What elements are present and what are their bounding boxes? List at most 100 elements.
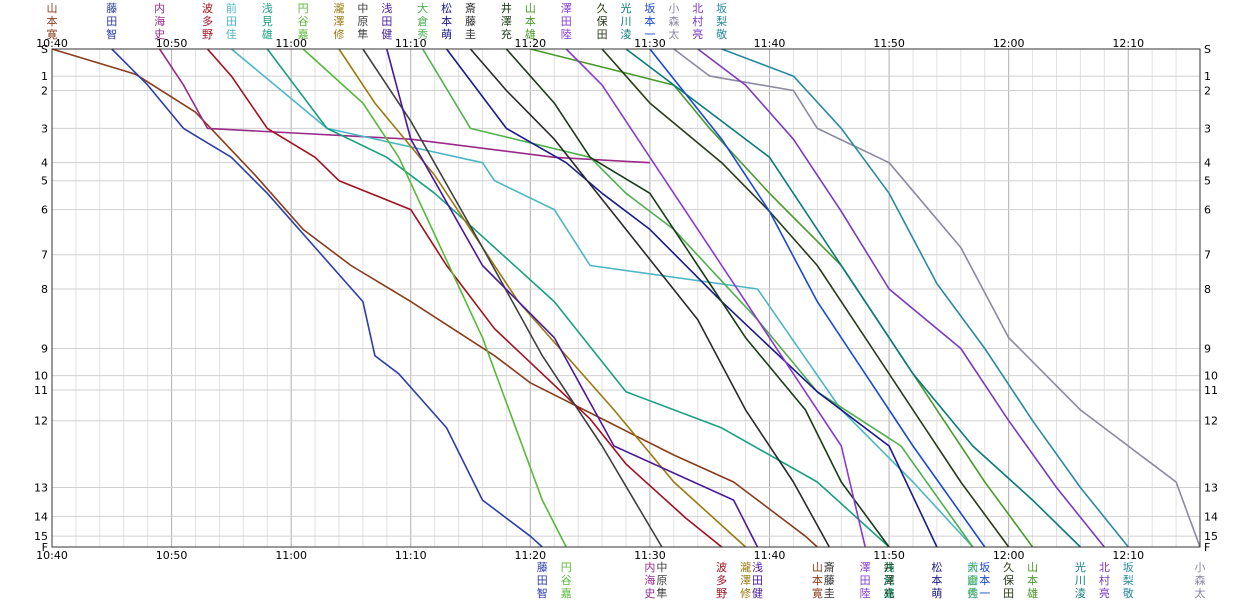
x-tick-label-bottom: 11:10 xyxy=(395,549,427,562)
bottom-name-labels: 山本寛藤田智内海史波多野前田佳浅見雄円谷嘉瀧澤修中原隼浅田健大倉秀松本萌斎藤圭井… xyxy=(537,560,1206,600)
series-line xyxy=(721,48,1129,548)
series-top-label: 寛 xyxy=(47,27,58,41)
x-tick-label-top: 11:10 xyxy=(395,37,427,50)
series-bottom-label: 多 xyxy=(716,573,727,587)
series-bottom-label: 澤 xyxy=(884,574,895,587)
x-tick-label-top: 11:30 xyxy=(634,37,666,50)
series-bottom-label: 梨 xyxy=(1123,573,1134,587)
y-tick-label-left: 1 xyxy=(41,70,48,83)
y-tick-label-left: 2 xyxy=(41,85,48,98)
y-tick-label-right: 12 xyxy=(1204,415,1218,428)
series-top-label: 敬 xyxy=(716,28,727,41)
series-top-label: 本 xyxy=(441,14,452,28)
series-top-label: 佳 xyxy=(226,27,237,41)
series-bottom-label: 史 xyxy=(644,587,655,600)
series-line xyxy=(206,48,723,548)
series-line xyxy=(565,48,866,548)
series-bottom-label: 田 xyxy=(752,574,763,587)
series-bottom-label: 佳 xyxy=(967,586,978,600)
series-top-label: 藤 xyxy=(106,2,117,15)
series-bottom-label: 野 xyxy=(716,587,727,600)
y-tick-label-right: 3 xyxy=(1204,122,1211,135)
series-top-label: 坂 xyxy=(716,2,727,15)
y-tick-label-left: 10 xyxy=(34,370,48,383)
series-line xyxy=(111,48,543,548)
series-line xyxy=(51,48,818,548)
series-bottom-label: 斎 xyxy=(824,560,835,574)
series-bottom-label: 田 xyxy=(537,574,548,587)
series-top-label: 見 xyxy=(262,15,273,28)
series-bottom-label: 坂 xyxy=(1123,561,1134,574)
x-tick-label-bottom: 12:10 xyxy=(1112,549,1144,562)
x-tick-label-bottom: 10:40 xyxy=(36,549,68,562)
series-bottom-label: 雄 xyxy=(884,586,895,600)
series-top-label: 田 xyxy=(597,28,608,41)
series-bottom-label: 澤 xyxy=(860,561,871,574)
x-tick-label-bottom: 11:00 xyxy=(275,549,307,562)
x-tick-label-top: 12:10 xyxy=(1112,37,1144,50)
x-tick-label-bottom: 12:00 xyxy=(993,549,1025,562)
series-bottom-label: 山 xyxy=(1027,561,1038,574)
y-tick-label-right: 9 xyxy=(1204,343,1211,356)
series-bottom-label: 田 xyxy=(967,574,978,587)
x-tick-label-top: 12:00 xyxy=(993,37,1025,50)
y-tick-label-left: 4 xyxy=(41,157,48,170)
series-bottom-label: 陸 xyxy=(860,587,871,600)
series-bottom-label: 藤 xyxy=(537,561,548,574)
series-top-label: 井 xyxy=(501,1,512,15)
series-line xyxy=(673,48,1201,548)
series-bottom-label: 松 xyxy=(931,560,942,574)
series-top-label: 淩 xyxy=(621,27,632,41)
series-bottom-label: 本 xyxy=(812,573,823,587)
series-bottom-label: 萌 xyxy=(931,586,942,600)
y-tick-label-left: 7 xyxy=(41,249,48,262)
x-tick-label-bottom: 11:50 xyxy=(873,549,905,562)
series-bottom-label: 澤 xyxy=(740,574,751,587)
y-tick-label-right: 6 xyxy=(1204,204,1211,217)
y-tick-label-right: 1 xyxy=(1204,70,1211,83)
series-top-label: 雄 xyxy=(525,27,536,41)
series-line xyxy=(697,48,1105,548)
y-tick-label-left: 5 xyxy=(41,175,48,188)
series-line xyxy=(649,48,986,548)
series-bottom-label: 敬 xyxy=(1123,587,1134,600)
series-top-label: 原 xyxy=(357,15,368,28)
series-bottom-label: 充 xyxy=(884,586,895,600)
series-top-label: 田 xyxy=(226,15,237,28)
series-top-label: 浅 xyxy=(381,2,392,15)
series-top-label: 波 xyxy=(202,2,213,15)
series-bottom-label: 智 xyxy=(537,586,548,600)
x-tick-label-bottom: 10:50 xyxy=(156,549,188,562)
series-bottom-label: 淩 xyxy=(1075,586,1086,600)
series-line xyxy=(469,48,831,548)
series-top-label: 谷 xyxy=(298,15,309,28)
series-bottom-label: 光 xyxy=(1075,560,1086,574)
series-top-label: 小 xyxy=(668,2,679,15)
chart-series xyxy=(51,48,1201,548)
series-top-label: 前 xyxy=(226,1,237,15)
series-top-label: 澤 xyxy=(501,15,512,28)
series-bottom-label: 隼 xyxy=(656,586,667,600)
series-bottom-label: 坂 xyxy=(979,561,990,574)
series-top-label: 浅 xyxy=(262,2,273,15)
series-top-label: 澤 xyxy=(561,2,572,15)
series-top-label: 修 xyxy=(334,27,345,41)
series-top-label: 雄 xyxy=(262,27,273,41)
series-top-label: 田 xyxy=(381,15,392,28)
series-line xyxy=(445,48,938,548)
series-bottom-label: 見 xyxy=(884,574,895,587)
series-bottom-label: 浅 xyxy=(752,561,763,574)
series-top-label: 本 xyxy=(47,14,58,28)
series-top-label: 梨 xyxy=(716,14,727,28)
y-tick-label-right: 2 xyxy=(1204,85,1211,98)
top-name-labels: 山本寛藤田智内海史波多野前田佳浅見雄円谷嘉瀧澤修中原隼浅田健大倉秀松本萌斎藤圭井… xyxy=(47,1,728,41)
series-bottom-label: 小 xyxy=(1195,561,1206,574)
series-top-label: 保 xyxy=(597,14,608,28)
y-tick-label-left: 15 xyxy=(34,530,48,543)
series-bottom-label: 本 xyxy=(931,573,942,587)
series-bottom-label: 寛 xyxy=(812,586,823,600)
series-top-label: 太 xyxy=(668,28,679,41)
y-tick-label-left: 9 xyxy=(41,343,48,356)
